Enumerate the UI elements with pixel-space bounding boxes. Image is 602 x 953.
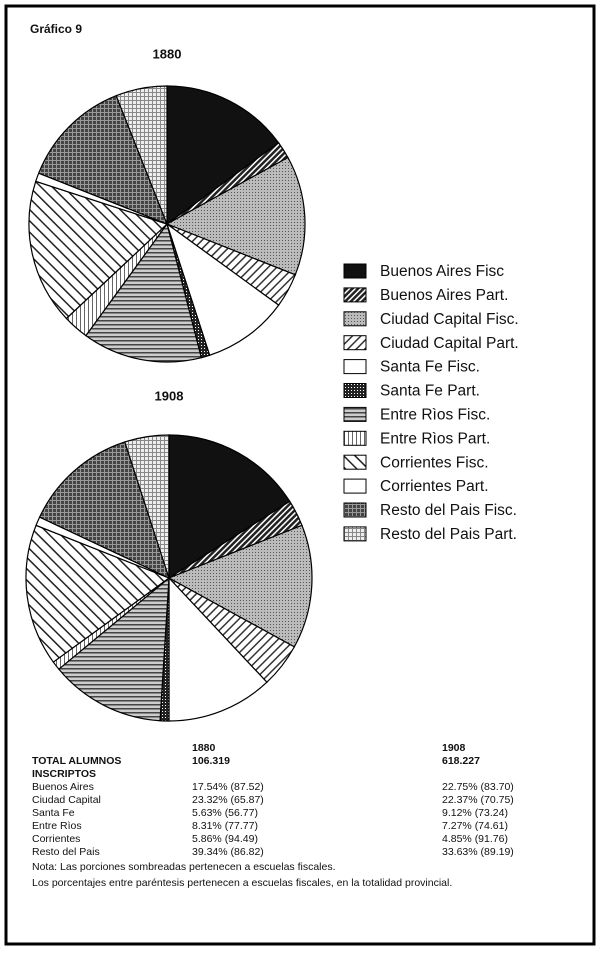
- table-cell: 39.34% (86.82): [192, 846, 264, 858]
- legend-swatch: [343, 430, 367, 446]
- header-cell: 1880: [192, 742, 216, 754]
- table-cell: Resto del Pais: [32, 846, 100, 858]
- header-cell: 1908: [442, 742, 466, 754]
- legend-label: Ciudad Capital Part.: [380, 335, 519, 352]
- table-cell: 23.32% (65.87): [192, 794, 264, 806]
- pie-slice: [37, 94, 169, 226]
- pie-title: 1880: [153, 46, 182, 61]
- table-cell: 5.86% (94.49): [192, 833, 258, 845]
- legend-label: Santa Fe Part.: [380, 383, 480, 400]
- table-cell: 7.27% (74.61): [442, 820, 508, 832]
- legend-label: Buenos Aires Part.: [380, 287, 508, 304]
- table-note: Nota: Las porciones sombreadas pertenece…: [32, 861, 336, 873]
- table-cell: 618.227: [442, 755, 480, 767]
- table-cell: 22.75% (83.70): [442, 781, 514, 793]
- table-cell: 8.31% (77.77): [192, 820, 258, 832]
- legend-label: Corrientes Fisc.: [380, 454, 489, 471]
- table-row: Entre Rìos 8.31% (77.77) 7.27% (74.61): [32, 820, 592, 833]
- legend-label: Corrientes Part.: [380, 478, 489, 495]
- legend-label: Santa Fe Fisc.: [380, 359, 480, 376]
- legend-label: Entre Rìos Fisc.: [380, 406, 490, 423]
- table-cell: Buenos Aires: [32, 781, 94, 793]
- legend-label: Ciudad Capital Fisc.: [380, 311, 519, 328]
- table-row: Ciudad Capital 23.32% (65.87) 22.37% (70.7…: [32, 794, 592, 807]
- legend-swatch: [343, 287, 367, 303]
- legend-label: Entre Rìos Part.: [380, 430, 490, 447]
- table-cell: Santa Fe: [32, 807, 75, 819]
- table-row: Corrientes 5.86% (94.49) 4.85% (91.76): [32, 833, 592, 846]
- legend-swatch: [343, 263, 367, 279]
- pie-slice: [57, 576, 170, 722]
- legend-label: Resto del Pais Fisc.: [380, 502, 517, 519]
- table-cell: 17.54% (87.52): [192, 781, 264, 793]
- table-cell: TOTAL ALUMNOS INSCRIPTOS: [32, 755, 122, 780]
- pie-slice: [167, 524, 313, 648]
- table-row: TOTAL ALUMNOS INSCRIPTOS 106.319 618.227: [32, 755, 592, 781]
- pie-slice: [166, 85, 280, 226]
- table-cell: Corrientes: [32, 833, 81, 845]
- pie-slice: [165, 222, 280, 357]
- table-cell: Entre Rìos: [32, 820, 82, 832]
- pie-slice: [165, 156, 306, 276]
- table-cell: 22.37% (70.75): [442, 794, 514, 806]
- legend-swatch: [343, 478, 367, 494]
- table-header: 1880 1908: [32, 742, 592, 755]
- legend-swatch: [343, 502, 367, 518]
- legend-swatch: [343, 526, 367, 542]
- frame-border: [4, 4, 596, 946]
- pie-slice: [25, 524, 171, 663]
- table-cell: 9.12% (73.24): [442, 807, 508, 819]
- table-row: Resto del Pais 39.34% (86.82) 33.63% (89.1…: [32, 846, 592, 859]
- pie-slice: [38, 441, 170, 580]
- pie-slice: [168, 576, 268, 722]
- legend-swatch: [343, 454, 367, 470]
- legend-swatch: [343, 335, 367, 351]
- figure-label: Gráfico 9: [30, 22, 82, 36]
- pie-slice: [115, 85, 168, 225]
- table-cell: 4.85% (91.76): [442, 833, 508, 845]
- pie-slice: [168, 434, 291, 580]
- pie-slice: [28, 180, 169, 320]
- table-row: Santa Fe 5.63% (56.77) 9.12% (73.24): [32, 807, 592, 820]
- table-cell: Ciudad Capital: [32, 794, 101, 806]
- legend-label: Buenos Aires Fisc: [380, 263, 504, 280]
- pie-title: 1908: [155, 388, 184, 403]
- pie-slice: [85, 222, 203, 363]
- legend-label: Resto del Pais Part.: [380, 526, 517, 543]
- table-cell: 106.319: [192, 755, 230, 767]
- legend-swatch: [343, 383, 367, 398]
- pie-slice: [124, 434, 170, 579]
- legend-swatch: [343, 311, 367, 327]
- table-cell: 33.63% (89.19): [442, 846, 514, 858]
- summary-table: 1880 1908 TOTAL ALUMNOS INSCRIPTOS 106.319 6…: [32, 742, 592, 891]
- table-note: Los porcentajes entre paréntesis pertene…: [32, 877, 453, 889]
- table-row: Buenos Aires 17.54% (87.52) 22.75% (83.70): [32, 781, 592, 794]
- legend-swatch: [343, 359, 367, 375]
- header-spacer: [32, 742, 192, 755]
- table-cell: 5.63% (56.77): [192, 807, 258, 819]
- legend-swatch: [343, 406, 367, 422]
